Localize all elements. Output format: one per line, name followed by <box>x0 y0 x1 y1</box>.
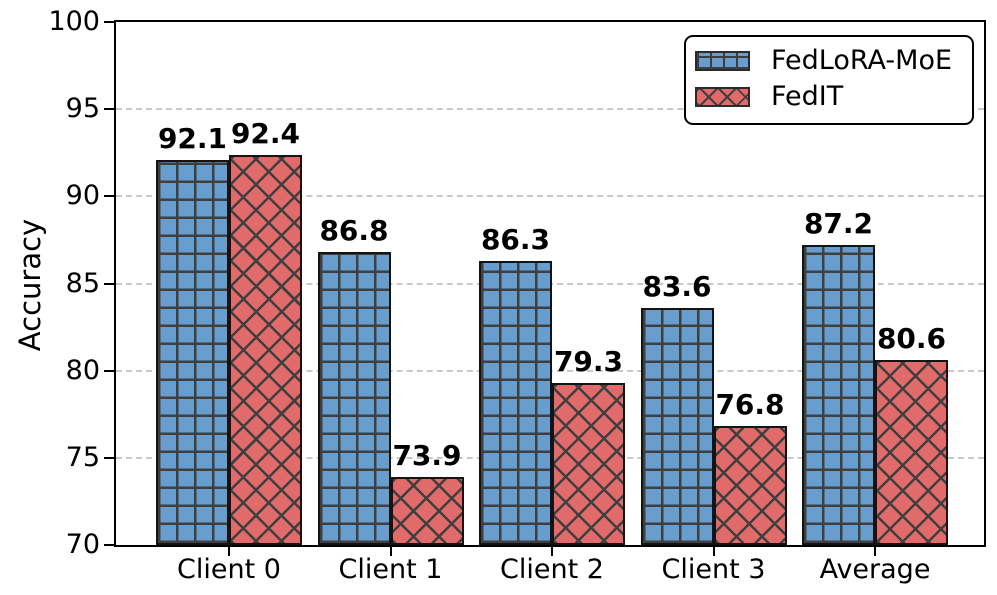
bar-value-label: 73.9 <box>392 439 462 473</box>
x-tick-label-client-1: Client 1 <box>338 554 443 585</box>
legend-swatch-cross-icon <box>695 87 750 107</box>
bar-FedLoRA-MoE-Client 0 <box>156 159 229 545</box>
x-tick-label-average: Average <box>819 554 931 585</box>
bar-FedLoRA-MoE-Average <box>802 245 875 545</box>
bar-value-label: 76.8 <box>715 388 785 422</box>
x-tick-label-client-2: Client 2 <box>500 554 604 585</box>
bar-value-label: 87.2 <box>803 207 874 241</box>
bar-value-label: 86.3 <box>480 222 551 256</box>
legend-row-FedLoRA-MoE: FedLoRA-MoE <box>695 46 972 76</box>
gridline-y-95 <box>116 108 984 111</box>
bar-FedIT-Client 1 <box>390 477 464 545</box>
x-tick-mark <box>228 547 230 556</box>
y-tick-label-90: 90 <box>65 180 100 212</box>
y-tick-label-85: 85 <box>65 267 100 299</box>
y-tick-mark <box>104 282 114 285</box>
y-tick-label-95: 95 <box>65 93 100 125</box>
y-tick-label-70: 70 <box>65 529 100 560</box>
bars-layer <box>116 22 984 545</box>
y-tick-label-100: 100 <box>48 6 100 37</box>
y-tick-mark <box>104 456 114 459</box>
bar-FedLoRA-MoE-Client 2 <box>479 260 552 545</box>
bar-FedIT-Client 0 <box>229 154 302 545</box>
legend-label-FedIT: FedIT <box>771 81 844 112</box>
bar-FedIT-Client 2 <box>552 382 625 545</box>
x-tick-mark <box>712 547 715 556</box>
x-tick-mark <box>874 547 876 556</box>
legend: FedLoRA-MoE FedIT <box>684 35 974 125</box>
y-tick-mark <box>104 195 114 198</box>
y-tick-mark <box>104 544 114 546</box>
legend-rows: FedLoRA-MoE FedIT <box>695 46 972 112</box>
y-tick-mark <box>104 108 114 111</box>
bar-FedLoRA-MoE-Client 1 <box>317 252 391 545</box>
y-tick-mark <box>104 369 114 372</box>
bar-FedIT-Client 3 <box>713 426 787 545</box>
x-tick-label-client-0: Client 0 <box>177 554 281 585</box>
legend-label-FedLoRA-MoE: FedLoRA-MoE <box>771 45 953 76</box>
x-tick-label-client-3: Client 3 <box>661 554 766 585</box>
y-tick-mark <box>104 21 114 23</box>
bar-value-label: 92.1 <box>157 121 228 155</box>
y-tick-label-80: 80 <box>65 354 100 386</box>
bar-value-label: 83.6 <box>642 269 712 303</box>
x-tick-mark <box>551 547 553 556</box>
bar-value-label: 92.4 <box>230 116 301 150</box>
bar-FedIT-Average <box>875 360 948 545</box>
legend-row-FedIT: FedIT <box>695 82 972 112</box>
y-tick-label-75: 75 <box>65 441 100 473</box>
bar-value-label: 86.8 <box>319 214 389 248</box>
gridline-y-90 <box>116 195 984 198</box>
bar-value-label: 80.6 <box>876 322 947 356</box>
bar-value-label: 79.3 <box>553 344 624 378</box>
x-tick-mark <box>389 547 392 556</box>
bar-FedLoRA-MoE-Client 3 <box>640 307 714 545</box>
legend-swatch-grid-icon <box>695 51 750 71</box>
